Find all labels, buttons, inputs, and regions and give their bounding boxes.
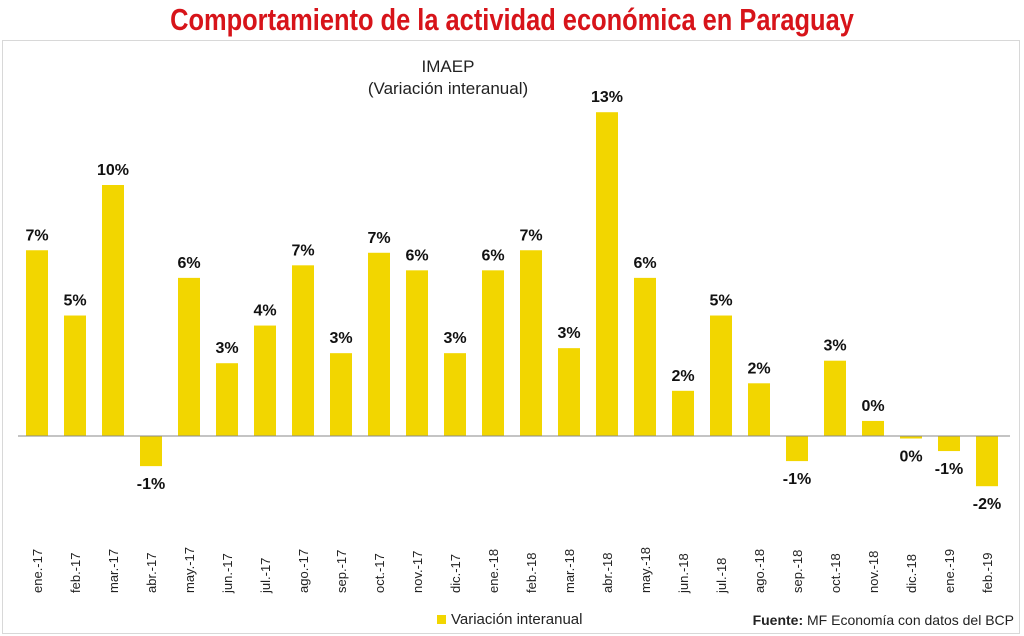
- x-tick-label: sep.-18: [790, 550, 805, 593]
- page-title: Comportamiento de la actividad económica…: [170, 2, 854, 37]
- bar: [482, 270, 504, 436]
- x-tick-label: sep.-17: [334, 550, 349, 593]
- bar: [368, 252, 390, 436]
- x-tick-label: abr.-17: [144, 553, 159, 593]
- x-tick-label: oct.-18: [828, 553, 843, 593]
- x-tick-label: feb.-19: [980, 553, 995, 593]
- bar: [976, 436, 998, 487]
- bar: [406, 270, 428, 436]
- bar: [748, 383, 770, 436]
- x-tick-label: jul.-17: [258, 558, 273, 594]
- data-label: 0%: [861, 398, 884, 415]
- chart-subtitle: (Variación interanual): [368, 79, 528, 98]
- data-label: -2%: [973, 496, 1001, 513]
- data-label: 2%: [747, 360, 770, 377]
- x-tick-label: ene.-19: [942, 549, 957, 593]
- data-label: -1%: [137, 476, 165, 493]
- data-label: 0%: [899, 449, 922, 466]
- x-tick-label: jun.-18: [676, 553, 691, 594]
- bar: [900, 436, 922, 439]
- x-tick-label: jul.-18: [714, 558, 729, 594]
- x-tick-label: feb.-18: [524, 553, 539, 593]
- x-tick-label: nov.-17: [410, 551, 425, 593]
- bar: [140, 436, 162, 467]
- data-label: 6%: [177, 255, 200, 272]
- bar: [672, 390, 694, 436]
- x-tick-label: feb.-17: [68, 553, 83, 593]
- x-tick-label: ago.-17: [296, 549, 311, 593]
- bar: [330, 353, 352, 436]
- data-label: 3%: [823, 338, 846, 355]
- bar: [634, 277, 656, 436]
- x-tick-label: ene.-17: [30, 549, 45, 593]
- data-label: 3%: [215, 340, 238, 357]
- legend-label: Variación interanual: [451, 611, 583, 628]
- data-label: 2%: [671, 368, 694, 385]
- data-label: 6%: [405, 247, 428, 264]
- bar: [786, 436, 808, 462]
- data-label: -1%: [783, 471, 811, 488]
- source-prefix: Fuente:: [752, 612, 804, 628]
- bar: [254, 325, 276, 436]
- data-label: 7%: [291, 242, 314, 259]
- data-label: 13%: [591, 89, 623, 106]
- bar: [64, 315, 86, 436]
- data-label: -1%: [935, 461, 963, 478]
- x-tick-label: ene.-18: [486, 549, 501, 593]
- data-label: 7%: [25, 227, 48, 244]
- bar: [938, 436, 960, 452]
- bar: [520, 250, 542, 436]
- legend-swatch: [437, 615, 446, 624]
- bar: [216, 363, 238, 436]
- bar: [558, 348, 580, 436]
- x-tick-label: abr.-18: [600, 553, 615, 593]
- bar: [862, 420, 884, 436]
- data-label: 6%: [481, 247, 504, 264]
- bar: [596, 112, 618, 437]
- bar: [444, 353, 466, 436]
- data-label: 4%: [253, 303, 276, 320]
- x-tick-label: mar.-18: [562, 549, 577, 593]
- bar: [26, 250, 48, 436]
- bar: [292, 265, 314, 436]
- chart-title: IMAEP: [422, 57, 475, 76]
- x-tick-label: dic.-18: [904, 554, 919, 593]
- data-label: 10%: [97, 162, 129, 179]
- data-label: 7%: [367, 230, 390, 247]
- chart-frame: [2, 40, 1020, 634]
- bar: [102, 185, 124, 436]
- bar: [824, 360, 846, 436]
- bar: [710, 315, 732, 436]
- data-label: 3%: [557, 325, 580, 342]
- x-tick-label: mar.-17: [106, 549, 121, 593]
- data-label: 3%: [329, 330, 352, 347]
- source-text: MF Economía con datos del BCP: [803, 612, 1014, 628]
- x-tick-label: dic.-17: [448, 554, 463, 593]
- legend: Variación interanual: [437, 611, 582, 628]
- data-label: 3%: [443, 330, 466, 347]
- x-tick-label: oct.-17: [372, 553, 387, 593]
- data-label: 7%: [519, 227, 542, 244]
- x-tick-label: jun.-17: [220, 553, 235, 594]
- x-tick-label: ago.-18: [752, 549, 767, 593]
- data-label: 5%: [709, 293, 732, 310]
- source-note: Fuente: MF Economía con datos del BCP: [753, 612, 1014, 628]
- data-label: 6%: [633, 255, 656, 272]
- x-tick-label: may.-17: [182, 547, 197, 593]
- x-tick-label: may.-18: [638, 547, 653, 593]
- data-label: 5%: [63, 293, 86, 310]
- bar: [178, 277, 200, 436]
- x-tick-label: nov.-18: [866, 551, 881, 593]
